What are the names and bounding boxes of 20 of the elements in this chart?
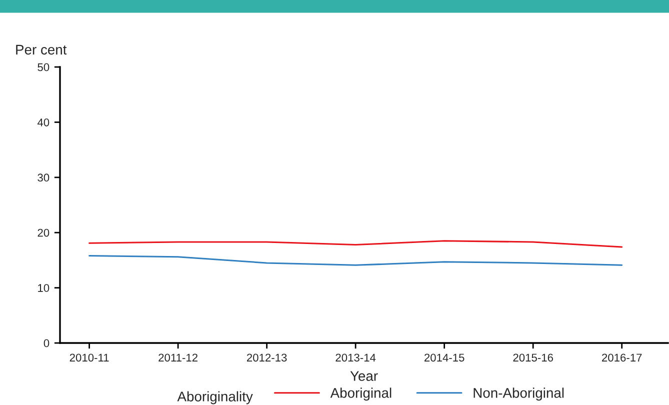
legend-title: Aboriginality [177,391,253,404]
x-tick-label: 2013-14 [336,354,376,362]
y-tick-label: 10 [38,284,50,292]
x-tick-label: 2010-11 [70,354,109,362]
y-tick-label: 40 [37,118,50,126]
x-tick-label: 2012-13 [246,354,287,362]
y-axis-title: Per cent [16,44,67,55]
x-tick-label: 2015-16 [513,354,553,362]
x-tick-label: 2011-12 [158,354,198,362]
line-series [88,255,623,266]
y-tick-label: 30 [38,174,50,182]
x-tick-label: 2014-15 [424,354,464,362]
x-axis-title: Year [350,371,378,381]
legend-label: Non-Aboriginal [474,388,564,401]
y-tick-label: 20 [38,228,50,237]
y-tick-label: 50 [38,63,50,72]
line-series [88,240,623,248]
y-tick-label: 0 [44,339,50,348]
x-tick-label: 2016-17 [602,354,642,362]
legend-label: Aboriginal [330,388,392,401]
